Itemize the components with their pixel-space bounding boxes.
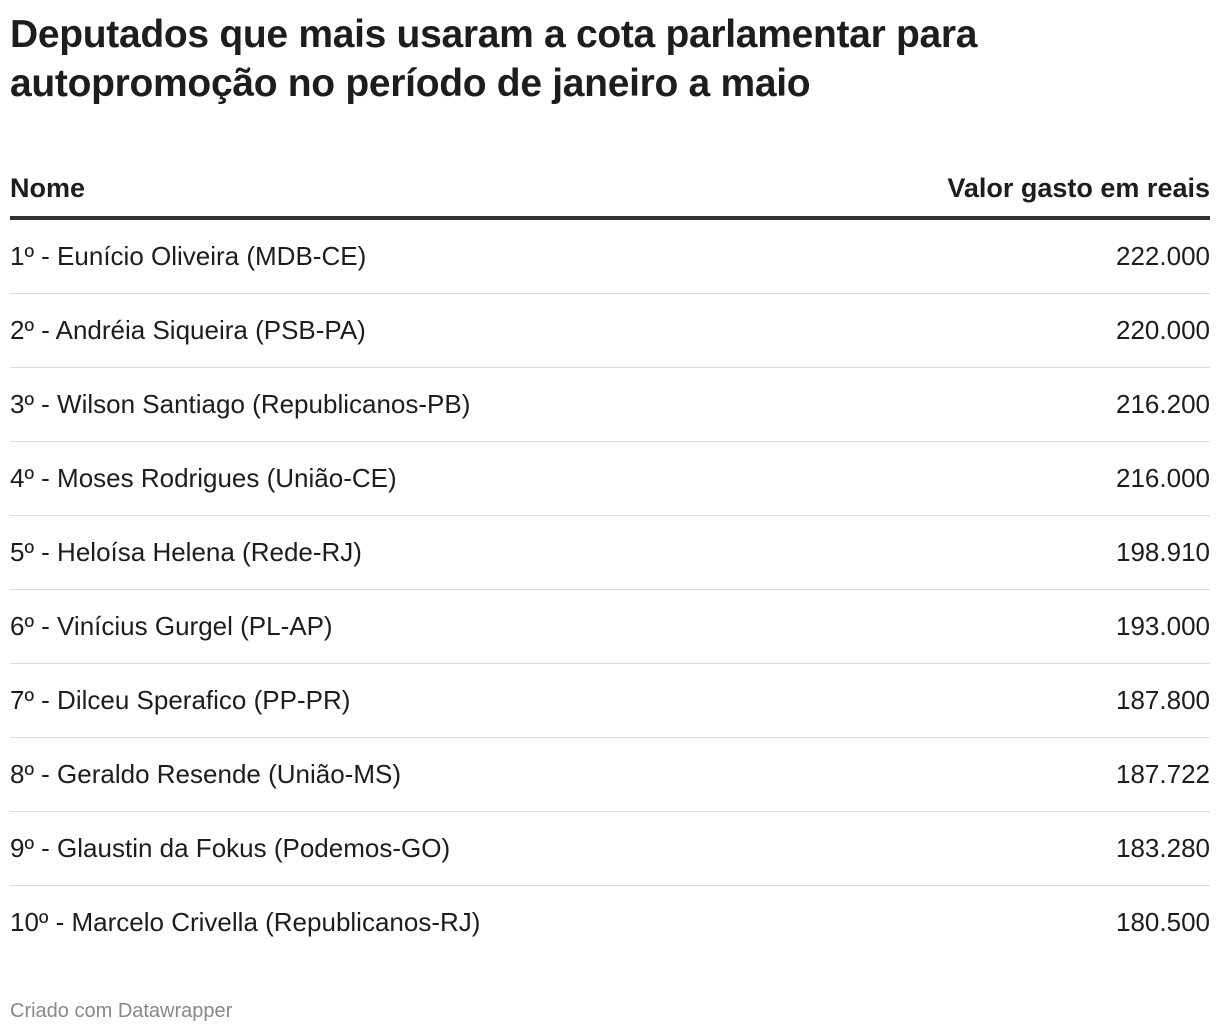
title: Deputados que mais usaram a cota parlame…: [10, 13, 978, 105]
table-row: 5º - Heloísa Helena (Rede-RJ) 198.910: [10, 515, 1210, 590]
deputy-name: 9º - Glaustin da Fokus (Podemos-GO): [10, 811, 781, 886]
header-row: Nome Valor gasto em reais: [10, 160, 1210, 220]
deputy-name: 7º - Dilceu Sperafico (PP-PR): [10, 663, 781, 738]
table: Nome Valor gasto em reais 1º - Eunício Ol…: [10, 160, 1210, 959]
deputy-name: 10º - Marcelo Crivella (Republicanos-RJ): [10, 907, 481, 937]
table-row: 1º - Eunício Oliveira (MDB-CE) 222.000: [10, 218, 1210, 294]
deputy-name: 2º - Andréia Siqueira (PSB-PA): [10, 293, 781, 368]
amount: 198.910: [780, 515, 1210, 590]
table-row: 8º - Geraldo Resende (União-MS) 187.722: [10, 737, 1210, 812]
table-row: 4º - Moses Rodrigues (União-CE) 216.000: [10, 441, 1210, 516]
table-body: 1º - Eunício Oliveira (MDB-CE) 222.000 2º …: [10, 218, 1210, 959]
column-header: Valor gasto em reais: [780, 160, 1210, 220]
amount: 187.800: [780, 663, 1210, 738]
column-header: Nome: [10, 160, 781, 220]
table-row: 6º - Vinícius Gurgel (PL-AP) 193.000: [10, 589, 1210, 664]
table-row: 2º - Andréia Siqueira (PSB-PA) 220.000: [10, 293, 1210, 368]
amount: 187.722: [780, 737, 1210, 812]
amount: 193.000: [780, 589, 1210, 664]
deputy-name: 3º - Wilson Santiago (Republicanos-PB): [10, 367, 781, 442]
amount: 220.000: [780, 293, 1210, 368]
deputy-name: 6º - Vinícius Gurgel (PL-AP): [10, 589, 781, 664]
amount: 180.500: [1116, 907, 1210, 937]
deputy-name: 1º - Eunício Oliveira (MDB-CE): [10, 218, 781, 294]
amount: 216.200: [780, 367, 1210, 442]
table-row: 9º - Glaustin da Fokus (Podemos-GO) 183.2…: [10, 811, 1210, 886]
amount: 183.280: [780, 811, 1210, 886]
table-row: 3º - Wilson Santiago (Republicanos-PB) 21…: [10, 367, 1210, 442]
amount: 216.000: [780, 441, 1210, 516]
deputy-name: 8º - Geraldo Resende (União-MS): [10, 737, 781, 812]
table-row: 10º - Marcelo Crivella (Republicanos-RJ)…: [10, 886, 1210, 960]
deputy-name: 4º - Moses Rodrigues (União-CE): [10, 441, 781, 516]
deputy-name: 5º - Heloísa Helena (Rede-RJ): [10, 515, 781, 590]
credit: Criado com Datawrapper: [10, 1000, 233, 1022]
amount: 222.000: [780, 218, 1210, 294]
table-row: 7º - Dilceu Sperafico (PP-PR) 187.800: [10, 663, 1210, 738]
